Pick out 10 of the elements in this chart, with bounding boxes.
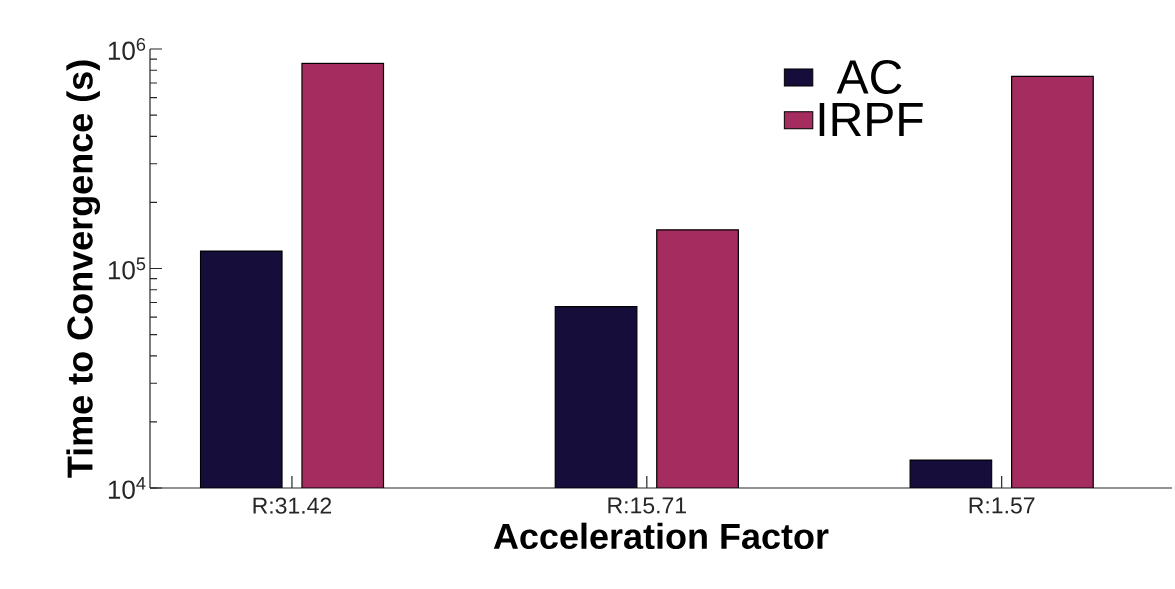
x-tick-label: R:15.71 xyxy=(608,497,686,514)
legend-label: IRPF xyxy=(819,102,923,136)
y-tick-label: 10$^{4}$ xyxy=(108,477,146,499)
legend-label: AC xyxy=(836,59,902,94)
x-tick-label: R:1.57 xyxy=(969,497,1035,514)
y-axis-title: Time to Convergence (s) xyxy=(66,60,101,478)
x-tick-label: R:31.42 xyxy=(253,497,332,514)
x-axis-title: Acceleration Factor xyxy=(493,522,829,550)
y-tick-label: 10$^{6}$ xyxy=(108,37,146,60)
y-tick-label: 10$^{5}$ xyxy=(108,257,146,280)
